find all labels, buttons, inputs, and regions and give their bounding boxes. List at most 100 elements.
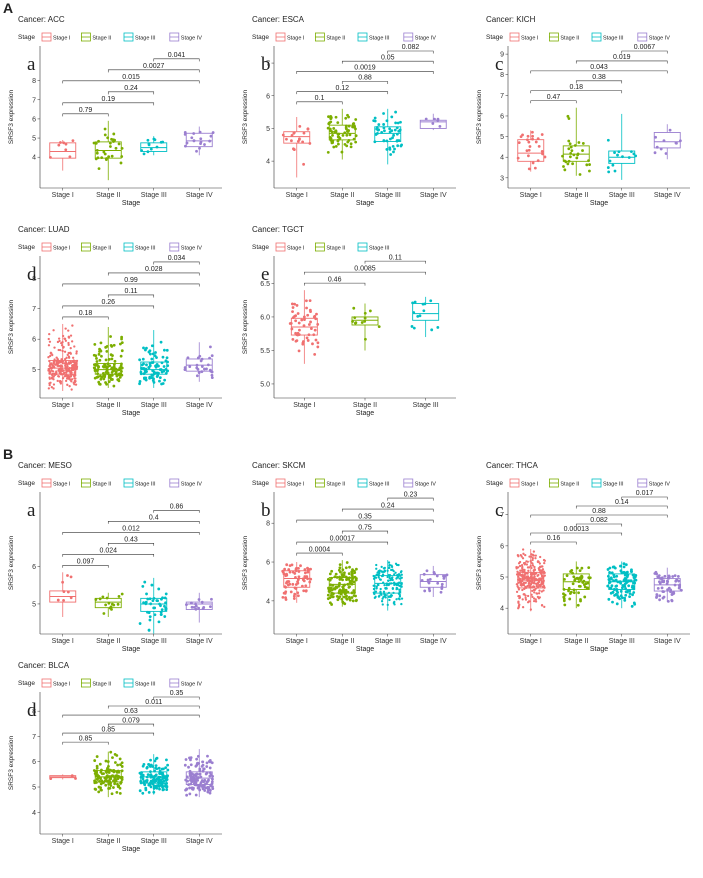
data-point — [198, 788, 202, 792]
panel-letter: a — [27, 500, 36, 521]
data-point — [631, 593, 634, 597]
data-point — [203, 367, 206, 371]
data-point — [75, 352, 78, 355]
data-point — [633, 602, 637, 606]
data-point — [147, 366, 151, 370]
comparison-bracket: 0.75 — [341, 524, 389, 534]
data-point — [568, 155, 572, 159]
chart-panel-tgct: Cancer: TGCT Stage Stage I Stage II Stage II… — [234, 222, 464, 427]
box-group — [49, 774, 77, 780]
data-point — [530, 581, 534, 585]
data-point — [70, 380, 73, 383]
data-point — [388, 598, 391, 602]
comparison-bracket: 0.019 — [575, 54, 668, 64]
panel-letter: b — [261, 500, 271, 521]
data-point — [163, 348, 166, 352]
p-value-label: 0.00013 — [564, 526, 589, 533]
data-point — [108, 141, 112, 145]
data-point — [149, 775, 153, 779]
data-point — [615, 574, 619, 578]
data-point — [98, 776, 102, 780]
data-point — [142, 367, 146, 370]
data-point — [516, 156, 520, 160]
data-point — [184, 778, 188, 782]
data-point — [343, 131, 347, 135]
data-point — [532, 554, 535, 557]
comparison-bracket: 0.015 — [62, 74, 200, 84]
data-point — [153, 613, 157, 617]
data-point — [383, 569, 387, 573]
box-group — [606, 113, 638, 180]
box-group — [92, 327, 124, 388]
data-point — [100, 156, 104, 159]
legend-item: Stage II — [81, 32, 112, 42]
data-point — [114, 146, 118, 150]
comparison-bracket: 0.85 — [62, 726, 155, 736]
data-point — [144, 369, 147, 373]
legend-label: Stage III — [135, 482, 156, 488]
data-point — [527, 140, 531, 144]
data-point — [48, 376, 51, 379]
data-point — [326, 150, 330, 154]
data-point — [543, 574, 546, 577]
data-point — [610, 584, 614, 588]
data-point — [399, 144, 403, 148]
comparison-bracket: 0.47 — [530, 94, 577, 104]
data-point — [292, 148, 296, 151]
data-point — [210, 354, 214, 358]
legend-item: Stage I — [41, 242, 71, 252]
data-point — [106, 371, 110, 375]
legend-label: Stage II — [92, 482, 111, 488]
data-point — [609, 586, 613, 590]
box — [49, 142, 77, 159]
data-point — [120, 769, 124, 773]
data-point — [112, 132, 116, 136]
data-point — [530, 578, 533, 581]
data-point — [303, 571, 307, 575]
data-point — [211, 777, 214, 781]
data-point — [298, 137, 301, 141]
data-point — [389, 153, 393, 156]
data-point — [105, 382, 108, 386]
data-point — [613, 566, 617, 570]
legend-item: Stage III — [591, 32, 624, 42]
p-value-label: 0.034 — [168, 255, 186, 262]
data-point — [389, 137, 392, 141]
data-point — [530, 555, 533, 558]
data-point — [195, 374, 199, 378]
data-point — [528, 145, 532, 148]
data-point — [349, 142, 353, 146]
data-point — [196, 367, 200, 371]
data-point — [658, 576, 662, 580]
data-point — [94, 598, 98, 601]
data-point — [191, 775, 195, 779]
data-point — [341, 134, 345, 137]
data-point — [283, 567, 287, 571]
p-value-label: 0.26 — [101, 299, 115, 306]
data-point — [529, 608, 533, 611]
panel-letter: b — [261, 54, 271, 75]
comparison-bracket: 0.43 — [107, 537, 155, 546]
data-point — [52, 387, 55, 390]
data-point — [341, 590, 345, 594]
data-point — [118, 791, 122, 795]
data-point — [527, 154, 530, 158]
data-point — [622, 562, 626, 566]
data-point — [390, 568, 393, 572]
data-point — [519, 574, 522, 577]
data-point — [205, 761, 209, 765]
comparison-bracket: 0.082 — [387, 44, 434, 54]
data-point — [332, 587, 336, 590]
data-point — [562, 588, 566, 591]
y-tick-label: 6 — [32, 759, 36, 766]
data-point — [389, 578, 392, 582]
data-point — [373, 596, 376, 600]
data-point — [156, 599, 160, 603]
data-point — [62, 346, 65, 349]
data-point — [341, 568, 345, 572]
data-point — [296, 333, 300, 337]
data-point — [152, 790, 156, 794]
p-value-label: 0.0027 — [143, 63, 165, 70]
data-point — [578, 569, 582, 573]
